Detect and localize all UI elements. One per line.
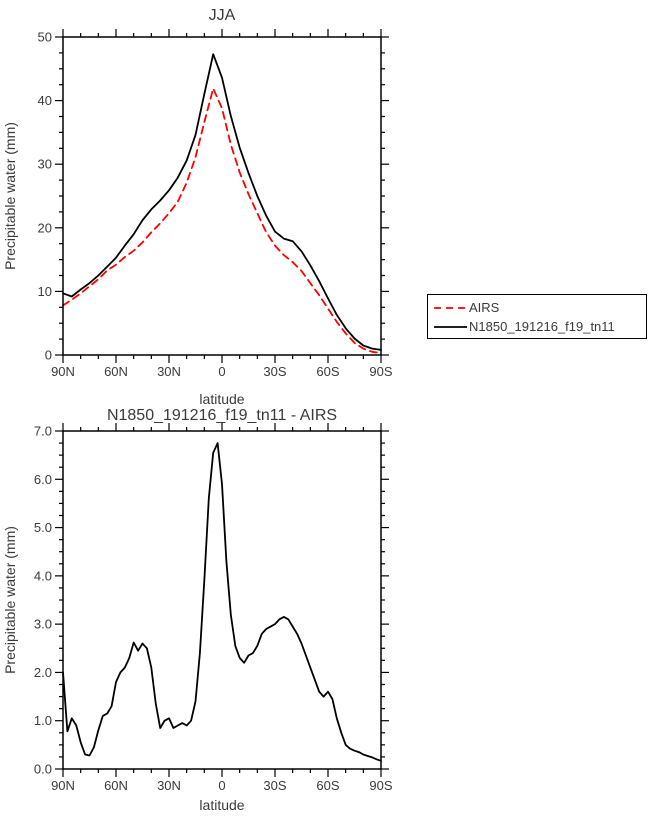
x-tick-label: 60N <box>104 778 128 793</box>
x-tick-label: 0 <box>218 778 225 793</box>
x-tick-label: 30N <box>157 778 181 793</box>
plot-frame <box>62 430 382 770</box>
y-tick-label: 3.0 <box>34 617 52 632</box>
series-line-AIRS <box>62 87 382 354</box>
legend: AIRS N1850_191216_f19_tn11 <box>427 294 647 339</box>
x-tick-label: 0 <box>218 364 225 379</box>
chart-1: 90N 60N 30N 0 30S 60S 90S 0.0 1.0 2.0 3.0 4.0 5.0 6.0… <box>34 423 393 793</box>
y-tick-label: 4.0 <box>34 568 52 583</box>
y-tick-label: 50 <box>38 30 52 45</box>
x-tick-label: 60S <box>316 778 339 793</box>
top-chart-title: JJA <box>209 7 236 24</box>
top-chart-xlabel: latitude <box>199 391 244 407</box>
x-tick-label: 90N <box>51 778 75 793</box>
x-tick-label: 60N <box>104 364 128 379</box>
y-tick-label: 5.0 <box>34 520 52 535</box>
legend-item-airs: AIRS <box>428 298 646 317</box>
legend-label-model: N1850_191216_f19_tn11 <box>469 319 615 334</box>
series-line-N1850_191216_f19_tn11 - AIRS <box>62 442 382 762</box>
bottom-chart-xlabel: latitude <box>199 797 244 813</box>
x-tick-label: 30N <box>157 364 181 379</box>
y-tick-label: 6.0 <box>34 472 52 487</box>
plot-frame <box>62 36 382 356</box>
bottom-chart-ylabel: Precipitable water (mm) <box>2 526 18 674</box>
chart-layers: 90N 60N 30N 0 30S 60S 90S 0 10 20 30 40 50 90N 60N 30N 0… <box>34 29 393 793</box>
x-tick-label: 90S <box>369 778 392 793</box>
legend-item-model: N1850_191216_f19_tn11 <box>428 317 646 336</box>
y-tick-label: 7.0 <box>34 424 52 439</box>
bottom-chart-title: N1850_191216_f19_tn11 - AIRS <box>107 407 337 424</box>
model-line-sample <box>434 325 467 328</box>
x-tick-label: 60S <box>316 364 339 379</box>
y-tick-label: 20 <box>38 220 52 235</box>
y-tick-label: 0.0 <box>34 762 52 777</box>
chart-0: 90N 60N 30N 0 30S 60S 90S 0 10 20 30 40 50 <box>38 29 393 379</box>
legend-label-airs: AIRS <box>469 300 500 315</box>
y-tick-label: 2.0 <box>34 665 52 680</box>
y-tick-label: 40 <box>38 93 52 108</box>
series-line-N1850_191216_f19_tn11 <box>62 53 382 351</box>
x-tick-label: 30S <box>263 364 286 379</box>
y-tick-label: 0 <box>45 348 52 363</box>
y-tick-label: 1.0 <box>34 713 52 728</box>
x-tick-label: 30S <box>263 778 286 793</box>
top-chart-ylabel: Precipitable water (mm) <box>2 122 18 270</box>
y-tick-label: 10 <box>38 284 52 299</box>
x-tick-label: 90N <box>51 364 75 379</box>
y-tick-label: 30 <box>38 157 52 172</box>
x-tick-label: 90S <box>369 364 392 379</box>
airs-line-sample <box>434 306 467 309</box>
